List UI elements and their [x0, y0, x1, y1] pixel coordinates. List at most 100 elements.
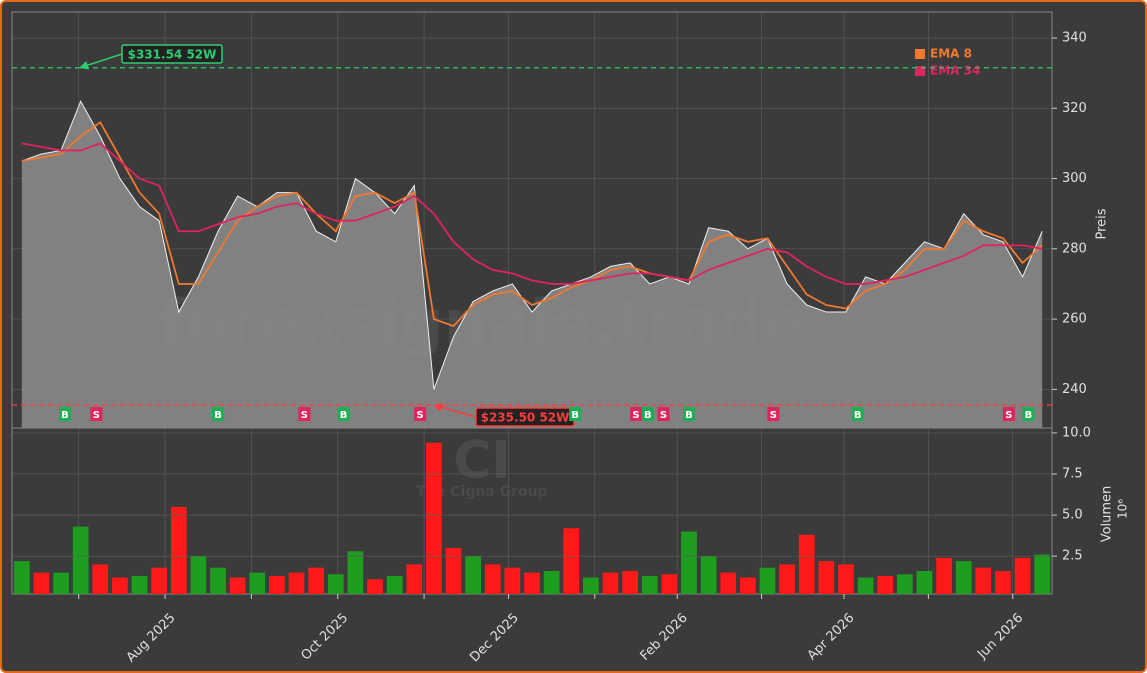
volume-bar — [877, 575, 894, 594]
legend-marker — [915, 66, 925, 76]
volume-bar — [798, 534, 815, 594]
volume-bar — [622, 570, 638, 594]
volume-bar — [92, 564, 109, 594]
y-axis-scale: 10⁶ — [1116, 499, 1130, 519]
signal-marker — [414, 407, 427, 421]
volume-bar — [112, 577, 128, 594]
volume-bar — [916, 570, 933, 594]
y-tick-label: 320 — [1062, 101, 1087, 116]
signal-marker — [1022, 407, 1035, 421]
volume-bar — [740, 577, 756, 594]
signal-label: S — [1005, 410, 1012, 421]
y-tick-label: 260 — [1062, 312, 1087, 327]
volume-bar — [308, 567, 324, 594]
volume-bar — [661, 574, 678, 594]
signal-label: B — [854, 410, 862, 421]
volume-bar — [602, 572, 619, 594]
signal-marker — [767, 407, 780, 421]
volume-bar — [426, 442, 442, 594]
y-tick-label: 340 — [1062, 31, 1087, 46]
y-tick-label: 5.0 — [1062, 508, 1083, 523]
volume-bar — [1014, 557, 1031, 594]
volume-bar — [269, 575, 285, 594]
annotation-box — [121, 44, 223, 64]
signal-label: B — [61, 410, 69, 421]
volume-bar — [190, 556, 207, 594]
volume-panel — [11, 427, 1053, 595]
signal-label: B — [214, 410, 222, 421]
volume-bar — [681, 531, 697, 594]
volume-bar — [53, 572, 69, 594]
signal-label: S — [301, 410, 308, 421]
y-axis-label: Volumen — [1100, 486, 1115, 543]
signal-marker — [337, 407, 350, 421]
signal-marker — [641, 407, 654, 421]
volume-bar — [995, 570, 1011, 594]
price-line — [21, 100, 1043, 390]
volume-bar — [170, 506, 187, 594]
signal-marker — [1002, 407, 1015, 421]
signal-label: S — [770, 410, 777, 421]
volume-bar — [151, 567, 168, 594]
y-tick-label: 280 — [1062, 241, 1087, 256]
annotation-arrow — [79, 53, 123, 70]
signal-label: S — [93, 410, 100, 421]
volume-bar — [327, 574, 344, 594]
signal-label: S — [632, 410, 639, 421]
volume-bar — [955, 561, 972, 594]
signal-label: B — [644, 410, 652, 421]
volume-bar — [210, 567, 226, 594]
volume-bar — [367, 579, 383, 594]
y-tick-label: 2.5 — [1062, 549, 1083, 564]
volume-bar — [131, 575, 148, 594]
y-tick-label: 10.0 — [1062, 425, 1091, 440]
volume-bar — [779, 564, 795, 594]
ema-line — [21, 142, 1043, 285]
volume-bar — [936, 557, 952, 594]
volume-bar — [641, 575, 658, 594]
signal-label: S — [660, 410, 667, 421]
volume-bar — [818, 561, 835, 594]
signal-marker — [569, 407, 582, 421]
signal-label: B — [571, 410, 579, 421]
watermark-title: CI — [453, 431, 511, 491]
annotation-arrow — [433, 403, 477, 418]
y-tick-label: 7.5 — [1062, 467, 1083, 482]
signal-label: S — [417, 410, 424, 421]
volume-bar — [524, 572, 540, 594]
volume-bar — [484, 564, 501, 594]
annotation-label: $331.54 52W — [128, 48, 217, 62]
signal-label: B — [685, 410, 693, 421]
ema-line — [21, 121, 1043, 328]
volume-bar — [33, 572, 50, 594]
signal-marker — [212, 407, 225, 421]
x-tick-label: Feb 2026 — [638, 611, 691, 664]
x-tick-label: Oct 2025 — [298, 611, 351, 664]
signal-marker — [58, 407, 71, 421]
volume-bar — [13, 561, 30, 594]
volume-bar — [504, 567, 521, 594]
legend-label: EMA 8 — [930, 47, 972, 61]
signal-label: B — [1025, 410, 1033, 421]
annotation-label: $235.50 52W — [481, 411, 570, 425]
volume-bar — [857, 577, 874, 594]
signal-marker — [298, 407, 311, 421]
signal-marker — [682, 407, 695, 421]
volume-bar — [975, 567, 992, 594]
volume-bar — [543, 570, 560, 594]
volume-bar — [229, 577, 246, 594]
volume-bar — [1034, 554, 1051, 594]
watermark-subtitle: The Cigna Group — [416, 484, 547, 500]
volume-bar — [896, 574, 913, 594]
volume-bar — [759, 567, 776, 594]
signal-marker — [657, 407, 670, 421]
x-tick-label: Dec 2025 — [467, 611, 522, 666]
volume-bar — [288, 572, 305, 594]
volume-bar — [386, 575, 403, 594]
volume-bar — [406, 564, 423, 594]
signal-marker — [90, 407, 103, 421]
volume-bar — [445, 547, 462, 594]
volume-bar — [465, 556, 481, 594]
